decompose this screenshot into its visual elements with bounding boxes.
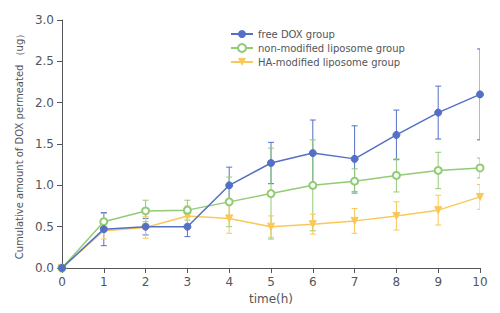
svg-text:HA-modified liposome group: HA-modified liposome group: [258, 57, 400, 68]
svg-text:2: 2: [142, 275, 150, 289]
svg-text:1.0: 1.0: [35, 178, 54, 192]
svg-text:6: 6: [309, 275, 317, 289]
svg-text:time(h): time(h): [249, 292, 293, 306]
svg-text:10: 10: [472, 275, 487, 289]
svg-text:5: 5: [267, 275, 275, 289]
svg-text:non-modified liposome group: non-modified liposome group: [258, 43, 405, 54]
svg-text:4: 4: [225, 275, 233, 289]
svg-text:0.5: 0.5: [35, 220, 54, 234]
svg-text:free DOX group: free DOX group: [258, 29, 335, 40]
svg-text:3.0: 3.0: [35, 13, 54, 27]
svg-text:9: 9: [434, 275, 442, 289]
svg-text:8: 8: [393, 275, 401, 289]
svg-text:0: 0: [58, 275, 66, 289]
svg-text:1: 1: [100, 275, 108, 289]
svg-text:Cumulative amount of DOX perme: Cumulative amount of DOX permeated （ug）: [14, 29, 25, 260]
svg-text:0.0: 0.0: [35, 261, 54, 275]
svg-text:2.0: 2.0: [35, 96, 54, 110]
svg-text:1.5: 1.5: [35, 137, 54, 151]
svg-text:2.5: 2.5: [35, 54, 54, 68]
svg-text:3: 3: [184, 275, 192, 289]
svg-text:7: 7: [351, 275, 359, 289]
